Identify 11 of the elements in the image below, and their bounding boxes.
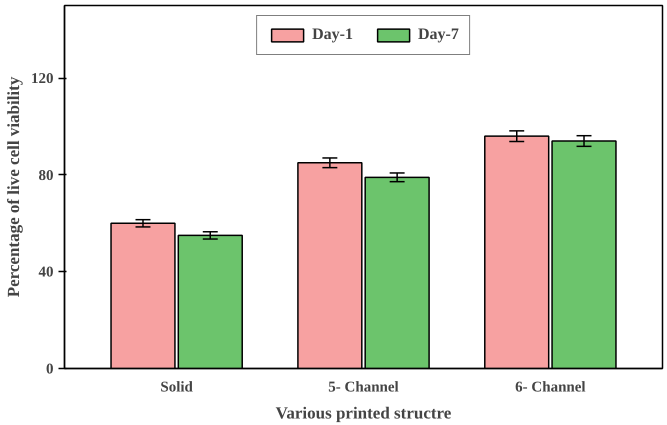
x-tick-label: Solid xyxy=(160,380,194,396)
x-tick-label: 6- Channel xyxy=(515,380,586,396)
x-axis-title: Various printed structre xyxy=(276,404,452,422)
y-tick-label: 0 xyxy=(46,362,54,378)
x-tick-label: 5- Channel xyxy=(328,380,399,396)
legend-label: Day-7 xyxy=(418,26,459,44)
y-tick-label: 40 xyxy=(38,264,54,281)
legend-label: Day-1 xyxy=(312,26,353,44)
y-tick-label: 80 xyxy=(38,168,54,184)
y-axis-title: Percentage of live cell viability xyxy=(4,76,23,298)
y-tick-label: 120 xyxy=(31,71,54,88)
